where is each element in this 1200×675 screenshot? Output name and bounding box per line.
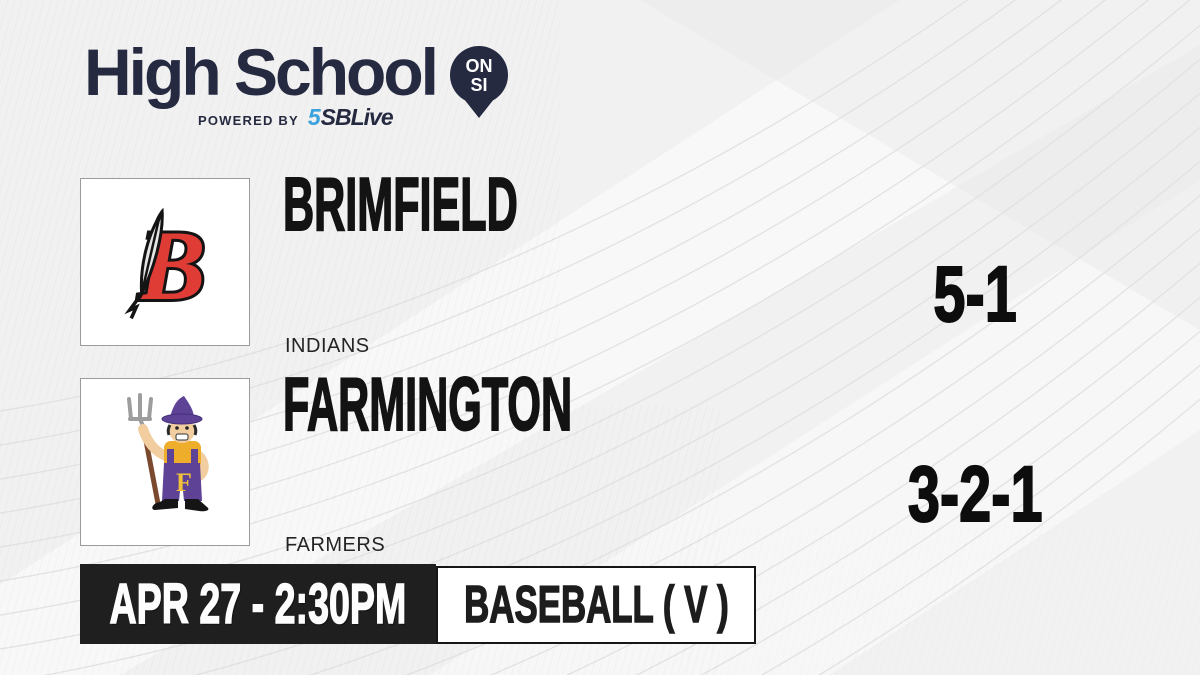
diagonal-stripe-texture — [680, 525, 1200, 675]
away-team-name: BRIMFIELD — [282, 162, 518, 246]
home-team-name: FARMINGTON — [282, 362, 573, 446]
powered-by-label: POWERED BY — [198, 113, 299, 128]
game-datetime: APR 27 - 2:30PM — [109, 571, 407, 636]
farmington-logo-box: F — [80, 378, 250, 546]
away-team-record: 5-1 — [933, 249, 1018, 338]
game-datetime-box: APR 27 - 2:30PM — [80, 564, 436, 644]
home-team-mascot: FARMERS — [285, 534, 386, 556]
pin-text-si: SI — [470, 75, 487, 95]
brimfield-logo-box: B — [80, 178, 250, 346]
pin-text-on: ON — [466, 56, 493, 76]
brimfield-b-feather-logo: B — [124, 207, 209, 324]
on-si-pin-icon: ON SI — [450, 46, 508, 118]
high-school-on-si-logo: High School — [84, 35, 439, 109]
home-team-record: 3-2-1 — [907, 449, 1043, 538]
sblive-bolt-glyph: 5 — [307, 104, 321, 130]
feather-icon — [124, 207, 164, 320]
sport-level-box: BASEBALL ( V ) — [436, 566, 756, 644]
away-team-mascot: INDIANS — [285, 335, 370, 357]
farmington-letter: F — [176, 468, 192, 497]
sblive-logo: 5 SBLive — [307, 104, 394, 130]
powered-by-row: POWERED BY 5 SBLive — [198, 104, 394, 131]
sport-level: BASEBALL ( V ) — [463, 576, 729, 634]
farmington-farmer-mascot-logo: F — [127, 393, 209, 512]
